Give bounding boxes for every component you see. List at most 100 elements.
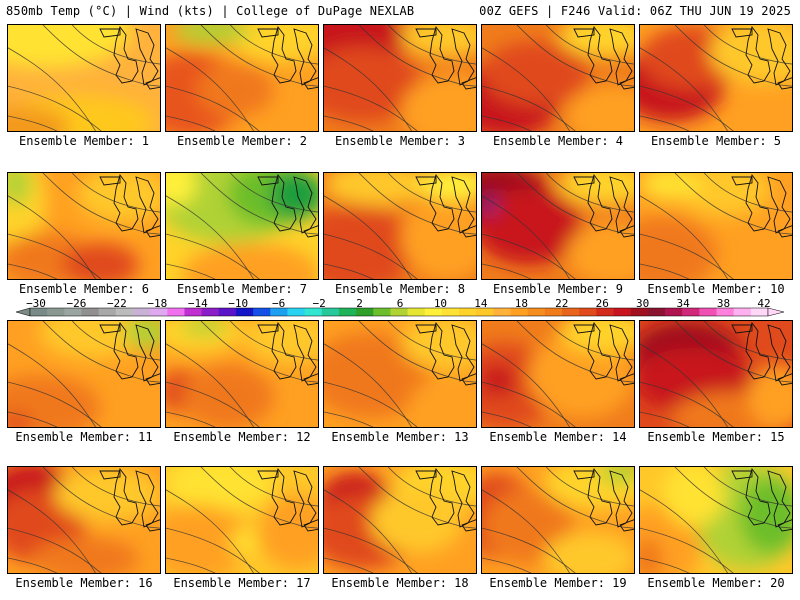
height-contour <box>640 381 734 427</box>
colorbar-swatch <box>716 308 735 316</box>
colorbar-swatch <box>30 308 48 316</box>
member-label: Ensemble Member: 7 <box>176 282 308 296</box>
height-contour <box>8 343 96 427</box>
ensemble-member-15-map <box>639 320 793 428</box>
height-contour <box>166 381 260 427</box>
temperature-region <box>8 25 132 69</box>
colorbar-tick-label: 6 <box>396 297 404 310</box>
height-contour <box>8 115 58 131</box>
ensemble-member-13-map <box>323 320 477 428</box>
temperature-region <box>597 467 634 484</box>
great-lakes-outline <box>99 174 160 238</box>
temperature-region <box>401 73 476 131</box>
great-lakes-outline <box>415 174 476 238</box>
colorbar-swatch <box>98 308 117 316</box>
colorbar-swatch <box>699 308 717 316</box>
colorbar-swatch <box>682 308 700 316</box>
temperature-region <box>640 537 664 573</box>
height-contour <box>8 233 102 279</box>
ensemble-member-12-map <box>165 320 319 428</box>
colorbar-swatch <box>115 308 134 316</box>
height-contour <box>674 173 792 235</box>
colorbar-swatch <box>750 308 769 316</box>
temperature-region <box>166 467 274 511</box>
height-contour <box>358 321 476 383</box>
height-contour <box>482 411 532 427</box>
ensemble-member-5-map <box>639 24 793 132</box>
height-contour <box>482 233 576 279</box>
height-contour <box>8 489 96 573</box>
height-contour <box>358 173 476 235</box>
colorbar-swatch <box>304 308 323 316</box>
height-contour <box>640 47 728 131</box>
height-contour <box>42 467 160 529</box>
height-contour <box>516 25 634 87</box>
height-contour <box>482 85 576 131</box>
height-contour <box>166 195 254 279</box>
great-lakes-outline <box>99 468 160 532</box>
height-contour <box>42 173 160 235</box>
height-contour <box>324 557 374 573</box>
member-label: Ensemble Member: 10 <box>647 282 785 296</box>
height-contour <box>8 85 102 131</box>
temperature-region <box>258 494 318 570</box>
height-contour <box>324 115 374 131</box>
temperature-region <box>166 173 197 206</box>
ensemble-member-6-map <box>7 172 161 280</box>
height-contour <box>358 467 476 529</box>
temperature-region <box>269 173 318 219</box>
colorbar-swatch <box>132 308 151 316</box>
temperature-region <box>482 41 590 106</box>
colorbar-tick-label: 18 <box>514 297 528 310</box>
height-contour <box>200 173 318 235</box>
height-contour <box>166 85 260 131</box>
height-contour <box>482 195 570 279</box>
height-contour <box>42 321 160 383</box>
temperature-region <box>173 25 251 44</box>
colorbar-tick-label: 34 <box>676 297 690 310</box>
temperature-region <box>181 364 274 427</box>
height-contour <box>640 489 728 573</box>
height-contour <box>640 233 734 279</box>
height-contour <box>324 527 418 573</box>
height-contour <box>482 527 576 573</box>
colorbar-swatch <box>630 308 649 316</box>
ensemble-member-4-map <box>481 24 635 132</box>
member-label: Ensemble Member: 20 <box>647 576 785 590</box>
temperature-region <box>61 243 139 279</box>
great-lakes-outline <box>99 26 160 90</box>
height-contour <box>166 233 260 279</box>
colorbar-swatch <box>476 308 494 316</box>
height-contour <box>166 263 216 279</box>
height-contour <box>324 85 418 131</box>
ensemble-member-2-map <box>165 24 319 132</box>
height-contour <box>674 25 792 87</box>
member-label: Ensemble Member: 18 <box>331 576 469 590</box>
colorbar-swatch <box>287 308 306 316</box>
member-label: Ensemble Member: 2 <box>176 134 308 148</box>
colorbar-swatch <box>510 308 529 316</box>
ensemble-member-11-map <box>7 320 161 428</box>
temperature-colorbar <box>15 307 785 317</box>
great-lakes-outline <box>415 26 476 90</box>
height-contour <box>324 263 374 279</box>
height-contour <box>324 47 412 131</box>
colorbar-swatch <box>356 308 374 316</box>
member-label: Ensemble Member: 14 <box>489 430 627 444</box>
ensemble-member-20-map <box>639 466 793 574</box>
colorbar-tick-label: 10 <box>433 297 448 310</box>
colorbar-swatch <box>47 308 65 316</box>
colorbar-swatch <box>338 308 357 316</box>
height-contour <box>8 263 58 279</box>
height-contour <box>324 195 412 279</box>
colorbar-tick-label: −18 <box>147 297 168 310</box>
height-contour <box>8 47 96 131</box>
colorbar-swatch <box>218 308 237 316</box>
member-label: Ensemble Member: 19 <box>489 576 627 590</box>
height-contour <box>8 557 58 573</box>
height-contour <box>42 25 160 87</box>
great-lakes-outline <box>257 26 318 90</box>
ensemble-member-10-map <box>639 172 793 280</box>
colorbar-swatch <box>562 308 580 316</box>
height-contour <box>166 557 216 573</box>
